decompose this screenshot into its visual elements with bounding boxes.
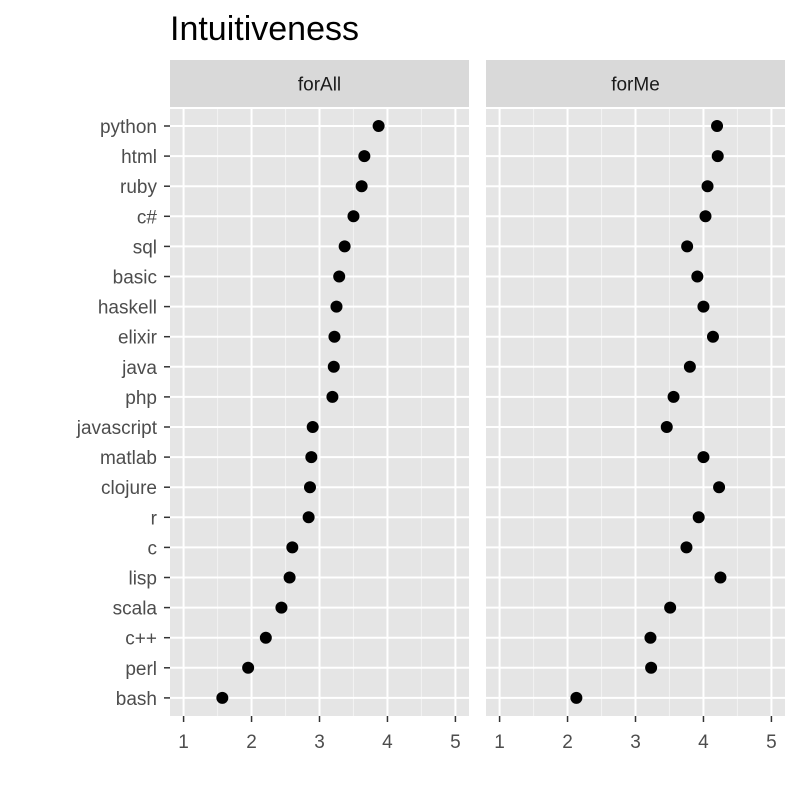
data-point (660, 421, 673, 433)
x-tick-label: 1 (178, 732, 189, 753)
data-point (286, 541, 299, 554)
data-point (570, 691, 583, 704)
facet-strip-label: forAll (298, 75, 341, 96)
data-point (275, 601, 288, 614)
data-point (259, 631, 272, 644)
data-point (680, 541, 693, 554)
data-point (667, 390, 680, 403)
data-point (330, 300, 343, 313)
y-tick-label: c# (137, 207, 158, 228)
data-point (358, 150, 371, 163)
y-tick-label: r (151, 508, 158, 529)
data-point (303, 481, 316, 494)
y-tick-label: elixir (118, 328, 158, 349)
y-tick-label: python (100, 117, 157, 138)
x-tick-label: 3 (314, 732, 325, 753)
data-point (697, 451, 710, 464)
x-tick-label: 1 (494, 732, 505, 753)
data-point (683, 360, 696, 373)
data-point (691, 270, 704, 283)
data-point (644, 631, 657, 644)
facet-strip (170, 60, 469, 107)
data-point (681, 240, 694, 253)
facet-strip (486, 60, 785, 107)
x-tick-label: 2 (562, 732, 573, 753)
data-point (242, 661, 255, 674)
data-point (347, 210, 360, 223)
data-point (305, 451, 318, 464)
y-tick-label: javascript (76, 418, 158, 439)
y-tick-label: sql (133, 237, 157, 258)
data-point (355, 180, 368, 193)
data-point (713, 481, 726, 494)
data-point (372, 120, 385, 132)
y-tick-label: ruby (120, 177, 157, 198)
y-tick-label: perl (125, 659, 157, 680)
data-point (645, 661, 658, 674)
data-point (701, 180, 714, 193)
x-tick-label: 3 (630, 732, 641, 753)
y-tick-label: bash (116, 689, 157, 710)
x-tick-label: 4 (382, 732, 393, 753)
y-tick-label: basic (113, 268, 157, 289)
data-point (692, 511, 705, 524)
x-tick-label: 5 (450, 732, 461, 753)
y-tick-label: c (148, 538, 158, 559)
y-tick-label: haskell (98, 298, 157, 319)
data-point (711, 120, 724, 132)
y-tick-label: c++ (125, 629, 157, 650)
y-tick-label: php (125, 388, 157, 409)
data-point (664, 601, 677, 614)
data-point (697, 300, 710, 313)
data-point (216, 691, 229, 704)
facet-strip-label: forMe (611, 75, 660, 96)
y-tick-label: matlab (100, 448, 157, 469)
x-tick-label: 4 (698, 732, 709, 753)
y-tick-label: lisp (128, 569, 157, 590)
y-tick-label: java (121, 358, 157, 379)
chart-title: Intuitiveness (170, 10, 359, 48)
data-point (699, 210, 712, 223)
data-point (714, 571, 727, 584)
data-point (706, 330, 719, 343)
data-point (333, 270, 346, 283)
x-tick-label: 5 (766, 732, 777, 753)
data-point (302, 511, 315, 524)
data-point (326, 390, 339, 403)
y-tick-label: clojure (101, 478, 157, 499)
data-point (327, 360, 340, 373)
data-point (306, 421, 319, 433)
data-point (338, 240, 351, 253)
y-tick-label: scala (113, 599, 158, 620)
data-point (328, 330, 341, 343)
y-tick-label: html (121, 147, 157, 168)
data-point (283, 571, 296, 584)
x-tick-label: 2 (246, 732, 257, 753)
data-point (711, 150, 724, 163)
